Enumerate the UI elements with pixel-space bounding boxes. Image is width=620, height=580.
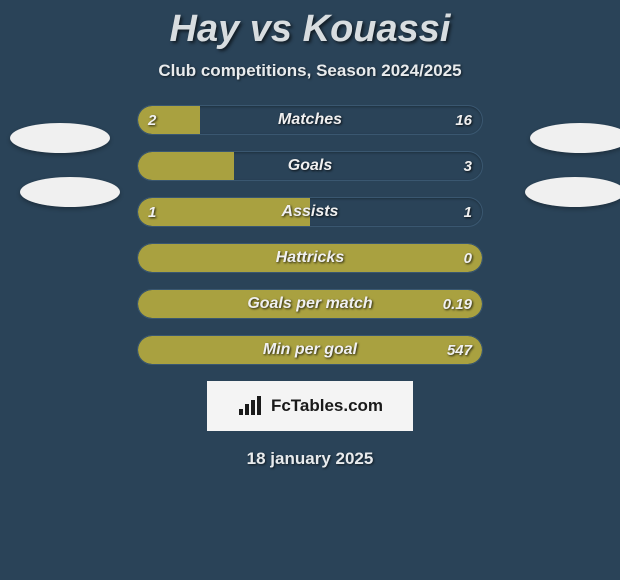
- bar-label: Matches: [138, 106, 482, 134]
- bar-label: Goals per match: [138, 290, 482, 318]
- bar-goals-per-match: Goals per match 0.19: [137, 289, 483, 319]
- bar-hattricks: Hattricks 0: [137, 243, 483, 273]
- bar-matches: 2 Matches 16: [137, 105, 483, 135]
- player-left-marker-2: [20, 177, 120, 207]
- page-title: Hay vs Kouassi: [0, 0, 620, 51]
- bar-label: Hattricks: [138, 244, 482, 272]
- bar-label: Assists: [138, 198, 482, 226]
- bar-value-right: 0: [464, 244, 472, 272]
- bar-goals: Goals 3: [137, 151, 483, 181]
- player-right-marker-2: [525, 177, 620, 207]
- bars-icon: [237, 395, 265, 417]
- subtitle: Club competitions, Season 2024/2025: [0, 61, 620, 81]
- player-right-marker-1: [530, 123, 620, 153]
- bar-value-right: 547: [447, 336, 472, 364]
- fctables-logo[interactable]: FcTables.com: [207, 381, 413, 431]
- bar-value-right: 1: [464, 198, 472, 226]
- logo-text: FcTables.com: [271, 396, 383, 416]
- bar-label: Goals: [138, 152, 482, 180]
- bar-value-right: 16: [455, 106, 472, 134]
- date: 18 january 2025: [0, 449, 620, 469]
- bar-min-per-goal: Min per goal 547: [137, 335, 483, 365]
- bar-assists: 1 Assists 1: [137, 197, 483, 227]
- bar-value-right: 0.19: [443, 290, 472, 318]
- player-left-marker-1: [10, 123, 110, 153]
- bar-label: Min per goal: [138, 336, 482, 364]
- comparison-bars: 2 Matches 16 Goals 3 1 Assists 1 Hattric…: [137, 105, 483, 365]
- bar-value-right: 3: [464, 152, 472, 180]
